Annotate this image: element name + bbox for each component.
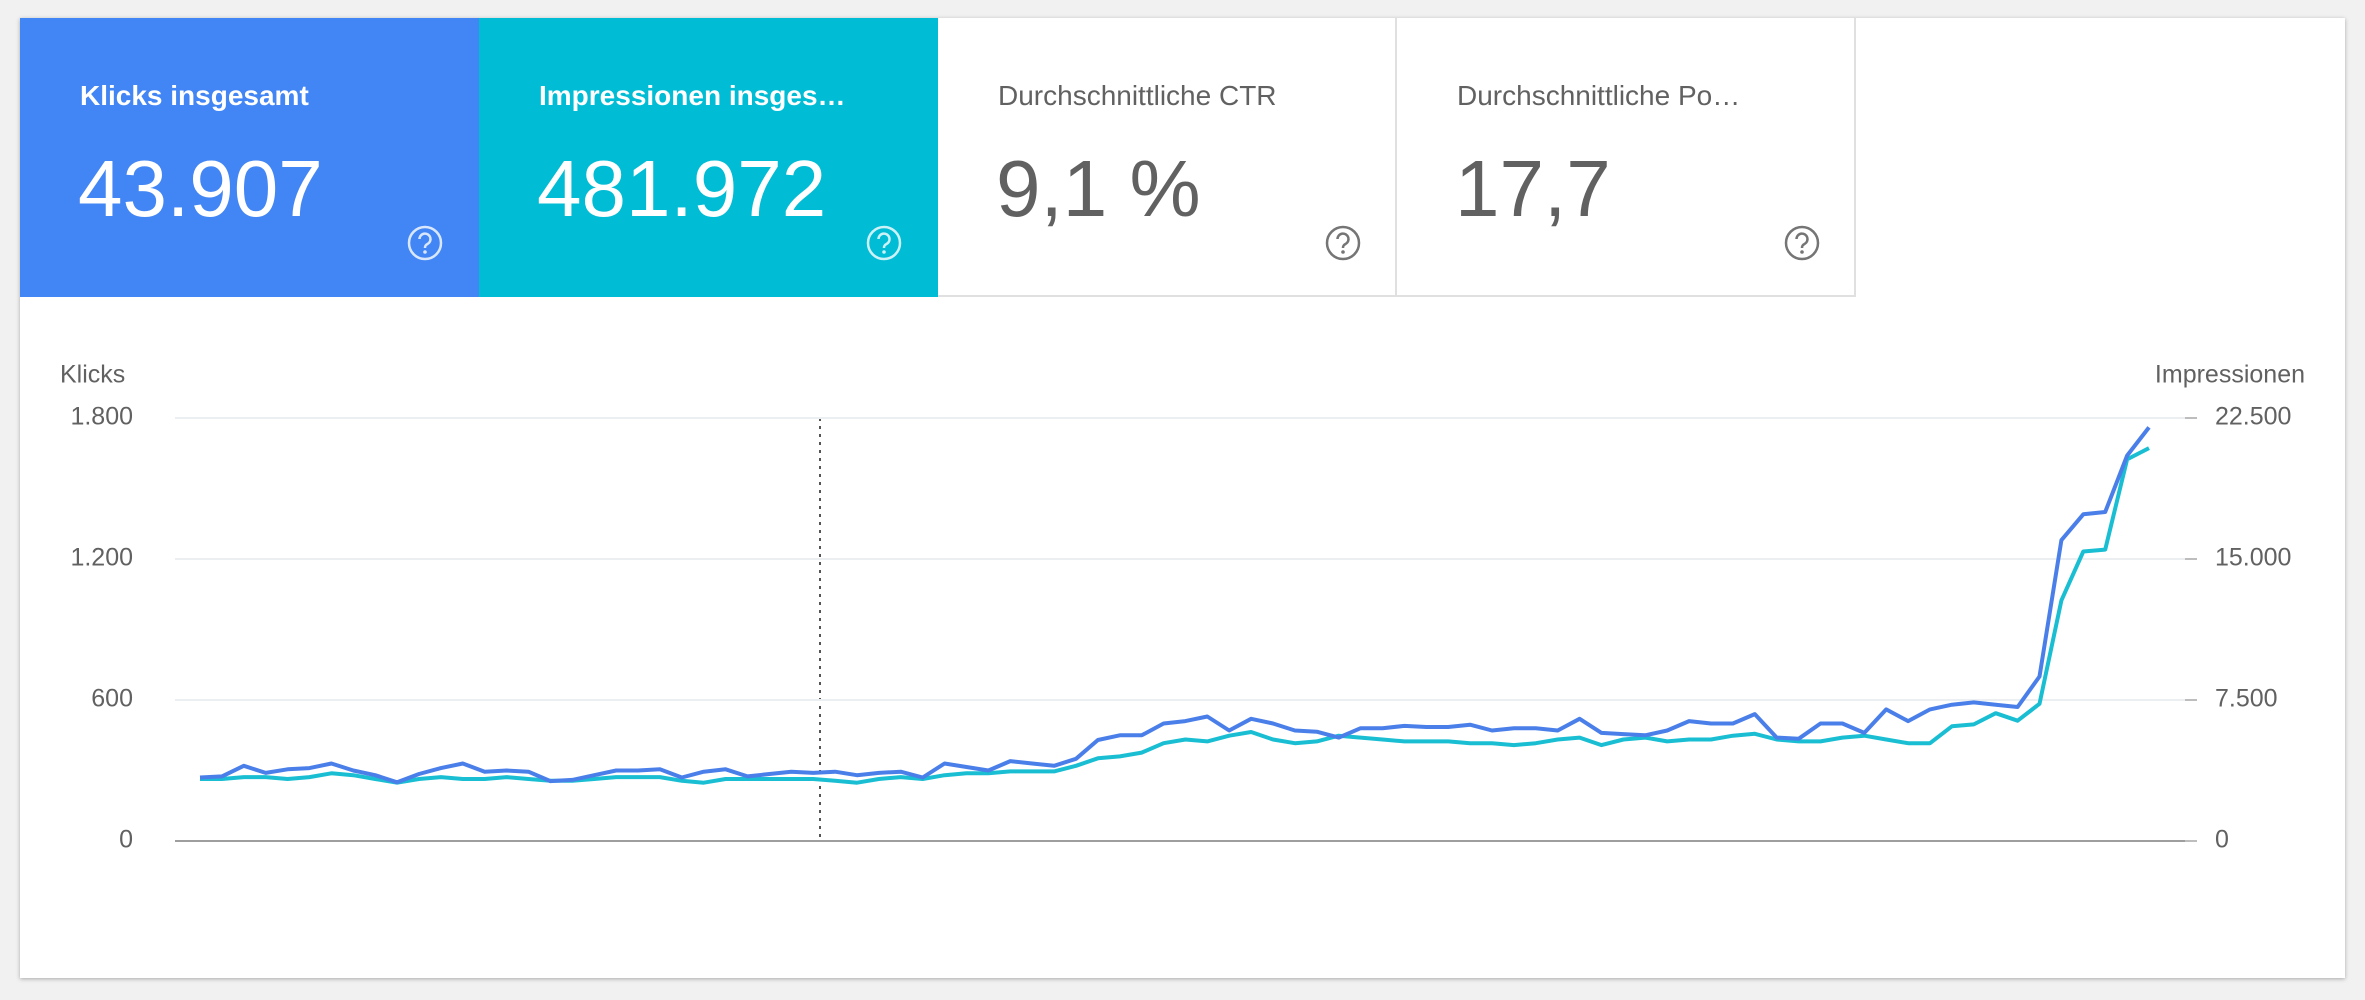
chart: Klicks Impressionen 0 600 1.200 1.800 0 7.500… bbox=[60, 361, 2305, 854]
y-tick-label: 1.200 bbox=[70, 544, 133, 572]
metric-label: Durchschnittliche Po… bbox=[1457, 80, 1741, 111]
y-tick-label: 600 bbox=[91, 685, 133, 713]
metric-card[interactable]: Klicks insgesamt 43.907 bbox=[20, 18, 479, 297]
metric-label: Durchschnittliche CTR bbox=[998, 80, 1277, 111]
metric-label: Klicks insgesamt bbox=[80, 80, 309, 111]
series-line bbox=[199, 426, 2151, 785]
metric-value: 9,1 % bbox=[996, 144, 1201, 233]
metric-label: Impressionen insges… bbox=[539, 80, 846, 111]
metric-card[interactable]: Durchschnittliche CTR 9,1 % bbox=[938, 18, 1397, 297]
help-icon[interactable] bbox=[405, 223, 445, 263]
y-tick-label: 1.800 bbox=[70, 403, 133, 431]
metric-value: 17,7 bbox=[1455, 144, 1611, 233]
metric-card[interactable]: Impressionen insges… 481.972 bbox=[479, 18, 938, 297]
series-line bbox=[200, 446, 2150, 785]
y2-tick-label: 22.500 bbox=[2215, 403, 2291, 431]
y2-axis-label: Impressionen bbox=[2155, 361, 2305, 389]
y2-tick-label: 7.500 bbox=[2215, 685, 2278, 713]
help-icon[interactable] bbox=[1782, 223, 1822, 263]
y2-tick-label: 15.000 bbox=[2215, 544, 2291, 572]
performance-panel: Klicks insgesamt 43.907 Impressionen insge… bbox=[20, 18, 2345, 978]
y-tick-label: 0 bbox=[119, 826, 133, 854]
help-icon[interactable] bbox=[864, 223, 904, 263]
help-icon[interactable] bbox=[1323, 223, 1363, 263]
y2-tick-label: 0 bbox=[2215, 826, 2229, 854]
metric-card[interactable]: Durchschnittliche Po… 17,7 bbox=[1397, 18, 1856, 297]
y-axis-label: Klicks bbox=[60, 361, 125, 389]
metric-value: 481.972 bbox=[537, 144, 827, 233]
metric-value: 43.907 bbox=[78, 144, 323, 233]
